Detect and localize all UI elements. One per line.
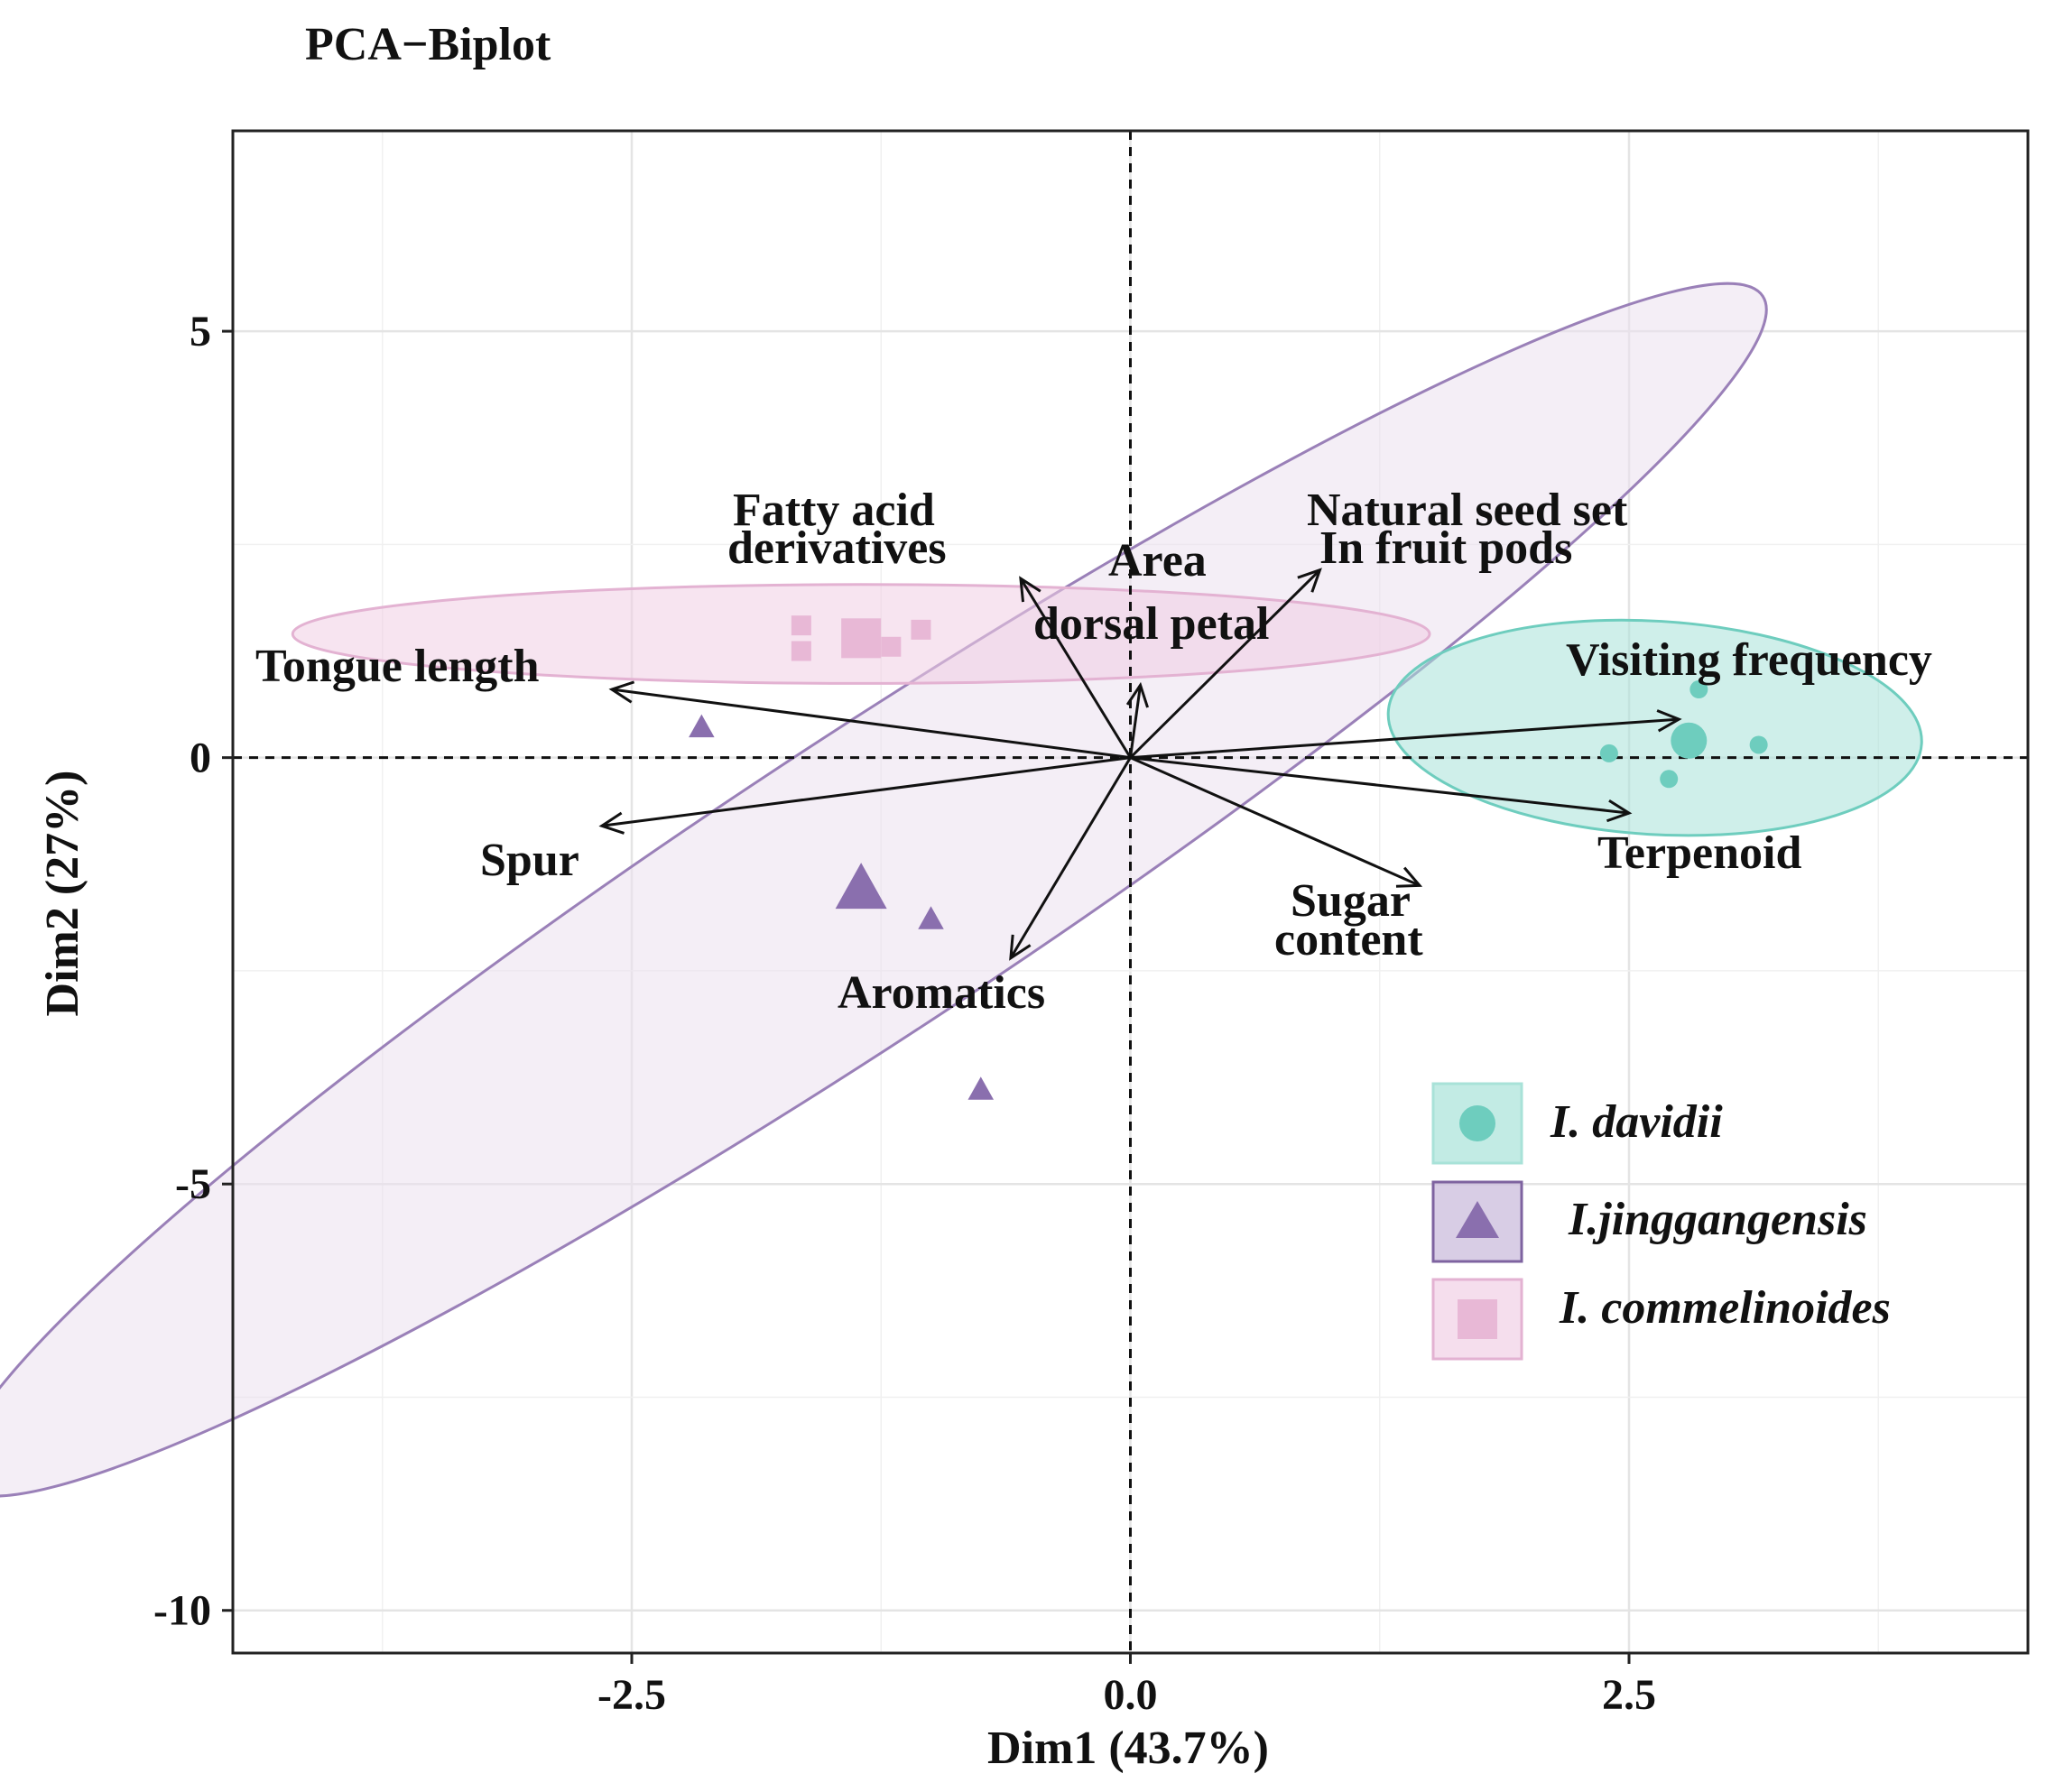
arrow-spur <box>598 756 1131 835</box>
arrow-fatty-acid-derivatives <box>1019 576 1132 759</box>
var-label-derivatives: derivatives <box>727 522 947 574</box>
point-davidii <box>1689 680 1708 699</box>
var-label-sugar: Sugar <box>1291 875 1411 927</box>
x-axis-title: Dim1 (43.7%) <box>987 1723 1269 1774</box>
var-label-fatty-acid: Fatty acid <box>733 485 935 536</box>
x-tick-label: 2.5 <box>1602 1671 1656 1719</box>
arrow-shaft <box>1129 756 1421 887</box>
var-label-aromatics: Aromatics <box>838 967 1045 1019</box>
chart-title: PCA−Biplot <box>305 19 551 70</box>
x-axis-ticks: -2.5 0.0 2.5 <box>597 1653 1656 1719</box>
point-davidii <box>1660 770 1679 789</box>
y-axis-ticks: 5 0 -5 -10 <box>153 308 233 1635</box>
var-label-tongue-length: Tongue length <box>255 641 540 692</box>
var-label-in-fruit-pods: In fruit pods <box>1319 522 1572 574</box>
arrow-head <box>598 811 625 835</box>
arrow-shaft <box>1130 756 1630 815</box>
ellipse-ijinggangensis <box>0 282 1768 1498</box>
legend-label-jinggangensis: I.jinggangensis <box>1568 1194 1867 1245</box>
point-commelinoides <box>911 619 931 640</box>
data-points <box>689 615 1768 1100</box>
var-label-visiting-frequency: Visiting frequency <box>1566 634 1932 686</box>
var-label-content: content <box>1274 914 1423 965</box>
y-tick-label: -5 <box>175 1160 211 1208</box>
arrow-head <box>608 680 635 704</box>
arrow-head <box>1019 576 1041 603</box>
arrow-terpenoid <box>1130 756 1633 823</box>
arrow-shaft <box>611 688 1131 760</box>
legend-triangle-marker <box>1456 1201 1499 1238</box>
y-tick-label: 0 <box>190 734 211 782</box>
arrow-shaft <box>1009 756 1132 959</box>
y-tick-label: 5 <box>190 308 211 356</box>
arrow-aromatics <box>1009 756 1132 961</box>
arrow-tongue-length <box>608 680 1131 760</box>
legend: I. davidii I.jinggangensis I. commelinoi… <box>1431 1082 1891 1361</box>
var-label-spur: Spur <box>480 835 579 886</box>
arrow-head <box>1125 681 1149 708</box>
variable-arrows <box>598 568 1682 961</box>
var-label-natural-seed-set: Natural seed set <box>1307 485 1628 536</box>
arrow-head <box>1395 866 1423 888</box>
arrow-natural-seed-set-in-fruit-pods <box>1129 568 1322 759</box>
legend-label-davidii: I. davidii <box>1550 1096 1723 1148</box>
arrow-shaft <box>1130 717 1680 760</box>
arrow-head <box>1009 934 1032 961</box>
point-commelinoides <box>881 636 902 657</box>
legend-label-commelinoides: I. commelinoides <box>1559 1282 1891 1334</box>
legend-circle-marker <box>1459 1105 1495 1141</box>
point-davidii <box>1749 735 1768 754</box>
y-axis-title: Dim2 (27%) <box>37 771 88 1017</box>
arrow-head <box>1606 799 1633 823</box>
arrow-sugar-content <box>1129 756 1423 888</box>
arrow-head <box>1656 709 1682 733</box>
point-jinggangensis <box>918 906 944 929</box>
arrow-shaft <box>601 756 1131 827</box>
arrow-visiting-frequency <box>1130 709 1682 760</box>
point-jinggangensis <box>967 1076 994 1100</box>
var-label-dorsal-petal: dorsal petal <box>1033 598 1269 650</box>
arrow-shaft <box>1019 577 1132 759</box>
point-davidii-centroid <box>1671 722 1708 759</box>
arrow-head <box>1297 568 1322 593</box>
arrow-area-dorsal-petal <box>1125 681 1149 758</box>
arrow-shaft <box>1129 568 1321 759</box>
var-label-terpenoid: Terpenoid <box>1597 827 1801 879</box>
ellipse-idavidii <box>1386 618 1923 837</box>
point-commelinoides-centroid <box>841 618 882 659</box>
legend-key-commelinoides <box>1431 1278 1523 1361</box>
point-davidii <box>1599 744 1618 762</box>
var-label-area: Area <box>1108 535 1207 587</box>
arrow-shaft <box>1129 685 1143 758</box>
point-jinggangensis <box>689 714 715 738</box>
x-tick-label: 0.0 <box>1104 1671 1158 1719</box>
point-commelinoides <box>791 615 811 636</box>
y-tick-label: -10 <box>153 1587 211 1635</box>
legend-square-marker <box>1458 1299 1497 1339</box>
confidence-ellipses <box>0 282 1923 1498</box>
point-jinggangensis-centroid <box>835 863 887 910</box>
x-tick-label: -2.5 <box>597 1671 666 1719</box>
point-commelinoides <box>791 641 811 661</box>
